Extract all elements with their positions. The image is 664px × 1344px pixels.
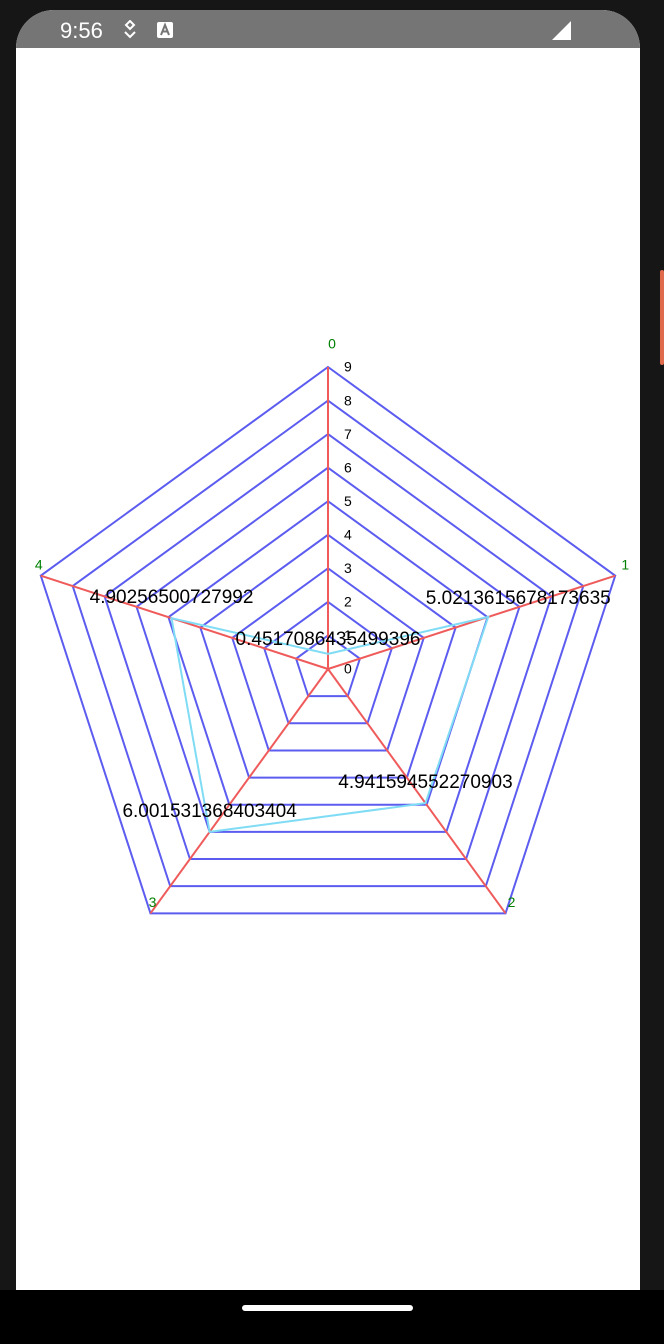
status-bar: 9:56 [16, 10, 640, 48]
grid-ring [167, 499, 489, 806]
axis-spoke [149, 668, 329, 914]
power-button [660, 270, 664, 365]
axis-label: 4 [35, 556, 43, 572]
grid-ring [71, 399, 585, 888]
axis-spoke [40, 574, 329, 670]
scale-tick-label: 4 [344, 526, 352, 542]
scale-tick-label: 2 [344, 594, 352, 610]
scale-tick-label: 5 [344, 493, 352, 509]
axis-label: 3 [149, 894, 157, 910]
axis-label: 0 [328, 336, 336, 352]
signal-icon [552, 21, 571, 40]
axis-label: 2 [508, 894, 516, 910]
grid-ring [294, 634, 362, 698]
keyboard-a-icon [157, 22, 173, 38]
scale-tick-label: 7 [344, 426, 352, 442]
data-value-label: 5.0213615678173635 [426, 588, 611, 609]
data-value-label: 6.001531368403404 [122, 801, 297, 822]
status-time: 9:56 [60, 18, 103, 43]
axis-spoke [327, 668, 507, 914]
scale-tick-label: 6 [344, 459, 352, 475]
navigation-bar [0, 1290, 664, 1344]
scale-tick-label: 8 [344, 392, 352, 408]
grid-ring [199, 533, 457, 779]
scale-tick-label: 1 [344, 627, 352, 643]
series-polygon [170, 615, 490, 834]
axis-spoke [327, 574, 616, 670]
data-value-label: 4.90256500727992 [90, 587, 254, 608]
grid-ring [231, 567, 425, 752]
app-content [16, 48, 640, 1300]
scale-tick-label: 0 [344, 661, 352, 677]
scale-tick-label: 3 [344, 560, 352, 576]
data-value-label: 0.4517086435499396 [236, 629, 421, 650]
screen: 9:56 [16, 10, 640, 1300]
home-indicator[interactable] [242, 1305, 413, 1311]
axis-label: 1 [621, 556, 629, 572]
location-pin-icon [124, 20, 136, 39]
scale-tick-label: 9 [344, 359, 352, 375]
grid-ring [103, 432, 553, 861]
data-value-label: 4.941594552270903 [338, 772, 512, 793]
grid-ring [135, 466, 521, 833]
grid-ring [262, 600, 394, 725]
grid-ring [39, 365, 617, 915]
